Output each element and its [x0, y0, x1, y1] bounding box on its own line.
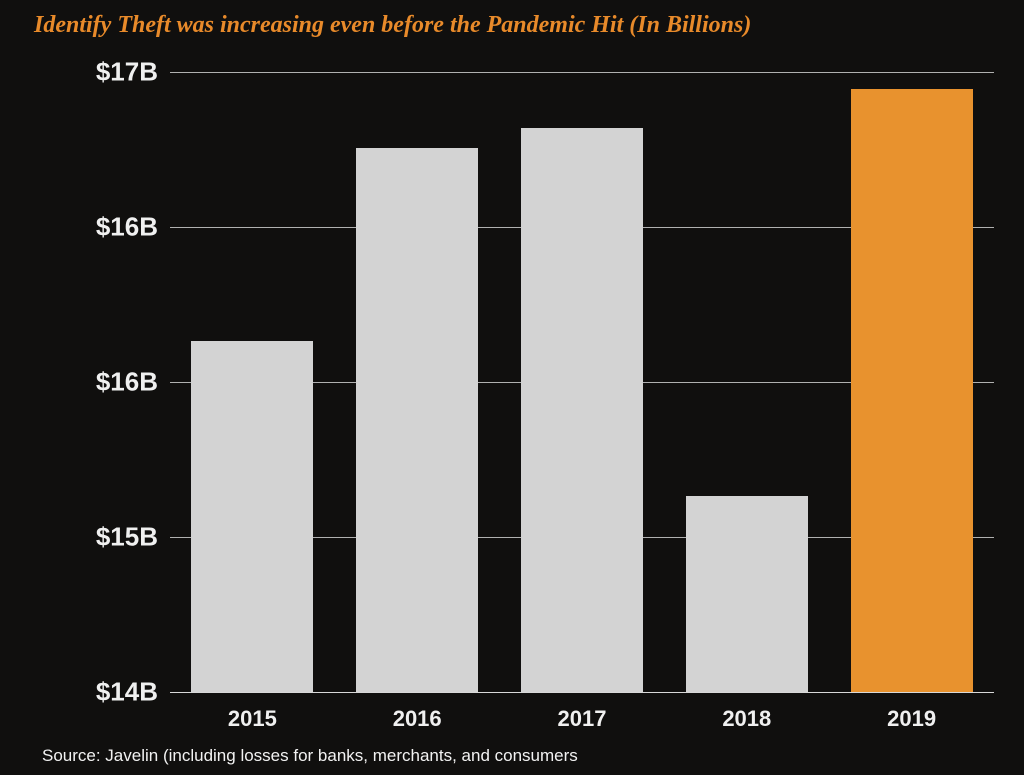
chart-title: Identify Theft was increasing even befor…	[34, 12, 751, 39]
x-tick-label: 2018	[722, 692, 771, 732]
y-tick-label: $14B	[96, 677, 170, 708]
bar	[356, 148, 478, 692]
bar	[191, 341, 313, 692]
gridline	[170, 72, 994, 73]
x-tick-label: 2016	[393, 692, 442, 732]
x-tick-label: 2019	[887, 692, 936, 732]
y-tick-label: $16B	[96, 212, 170, 243]
y-tick-label: $16B	[96, 367, 170, 398]
bar	[686, 496, 808, 692]
x-tick-label: 2017	[558, 692, 607, 732]
bar	[851, 89, 973, 692]
chart-container: Identify Theft was increasing even befor…	[0, 0, 1024, 775]
plot-area: $14B$15B$16B$16B$17B20152016201720182019	[170, 72, 994, 692]
bar	[521, 128, 643, 692]
y-tick-label: $17B	[96, 57, 170, 88]
source-caption: Source: Javelin (including losses for ba…	[42, 746, 578, 766]
y-tick-label: $15B	[96, 522, 170, 553]
x-tick-label: 2015	[228, 692, 277, 732]
